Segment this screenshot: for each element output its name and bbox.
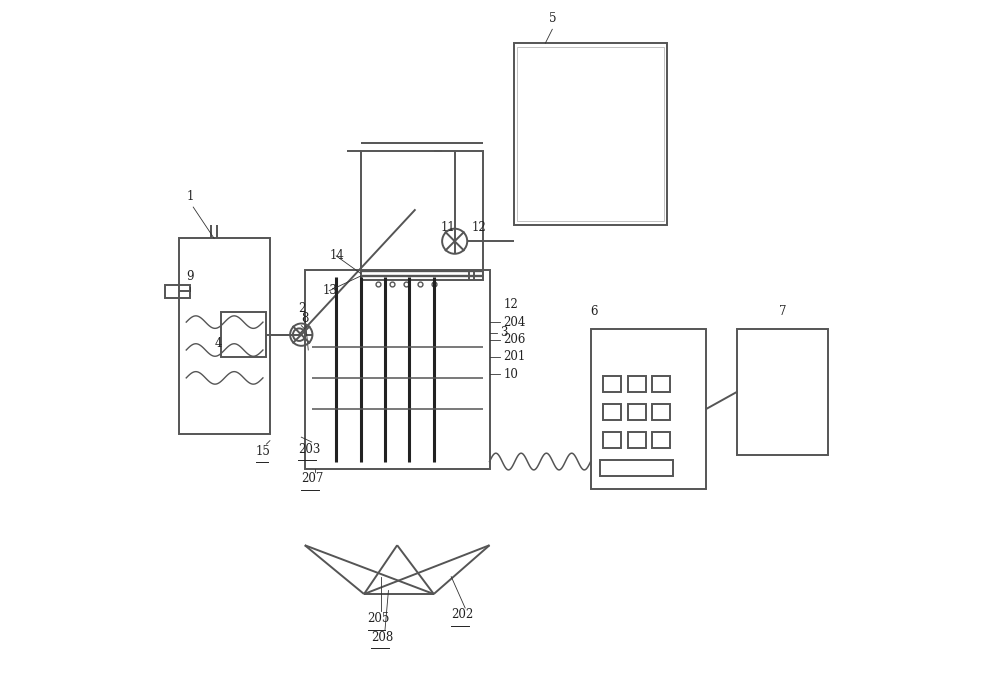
Text: 2: 2 bbox=[298, 302, 305, 315]
Text: 204: 204 bbox=[503, 316, 526, 328]
Bar bbox=[603, 377, 621, 392]
Bar bbox=[628, 405, 646, 420]
Bar bbox=[179, 239, 270, 434]
Bar bbox=[603, 433, 621, 447]
Text: 8: 8 bbox=[301, 312, 309, 325]
Text: 205: 205 bbox=[368, 612, 390, 625]
Text: 206: 206 bbox=[503, 333, 526, 346]
Bar bbox=[221, 312, 266, 357]
Bar bbox=[652, 377, 670, 392]
Text: 13: 13 bbox=[322, 284, 337, 298]
Text: 7: 7 bbox=[779, 305, 786, 318]
Text: 208: 208 bbox=[371, 631, 393, 644]
Text: 4: 4 bbox=[214, 337, 222, 349]
Text: 9: 9 bbox=[186, 270, 194, 283]
Bar bbox=[165, 285, 190, 298]
Text: 203: 203 bbox=[298, 442, 320, 456]
Bar bbox=[600, 460, 673, 475]
Text: 11: 11 bbox=[441, 220, 455, 234]
Text: 14: 14 bbox=[329, 249, 344, 262]
Text: 12: 12 bbox=[503, 298, 518, 312]
Bar bbox=[652, 405, 670, 420]
Text: 5: 5 bbox=[549, 13, 556, 25]
Text: 3: 3 bbox=[500, 326, 508, 339]
Bar bbox=[628, 433, 646, 447]
Bar bbox=[628, 377, 646, 392]
Bar bbox=[305, 270, 490, 468]
Bar bbox=[514, 43, 667, 225]
Bar bbox=[517, 47, 664, 221]
Text: 202: 202 bbox=[451, 608, 473, 622]
Bar bbox=[361, 151, 483, 280]
Text: 10: 10 bbox=[503, 368, 518, 381]
Text: 1: 1 bbox=[186, 190, 194, 203]
Bar bbox=[591, 329, 706, 489]
Bar bbox=[603, 405, 621, 420]
Text: 6: 6 bbox=[591, 305, 598, 318]
Text: 15: 15 bbox=[256, 444, 271, 458]
Text: 12: 12 bbox=[472, 220, 487, 234]
Text: 207: 207 bbox=[301, 473, 324, 486]
Bar bbox=[737, 329, 828, 454]
Text: 201: 201 bbox=[503, 351, 526, 363]
Bar bbox=[652, 433, 670, 447]
